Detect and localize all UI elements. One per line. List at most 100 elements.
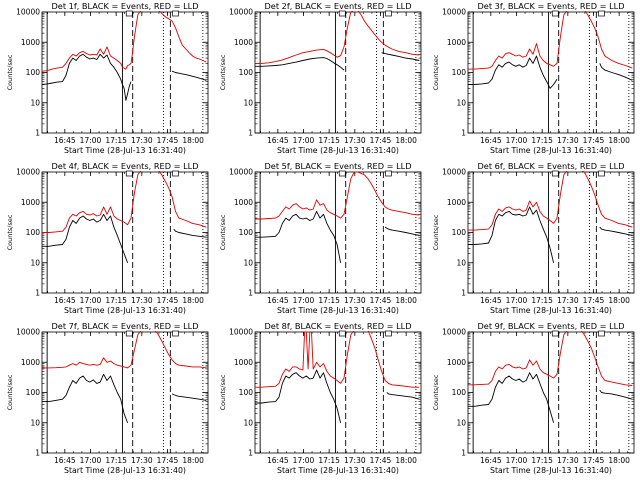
y-tick-label: 100	[26, 388, 41, 397]
y-tick-label: 10	[456, 98, 466, 107]
panel-plot: Det 5f, BLACK = Events, RED = LLD 1 10 100 1…	[219, 161, 422, 315]
y-axis-label: Counts/sec	[432, 214, 440, 250]
y-axis-label: Counts/sec	[432, 54, 440, 90]
plot-frame	[467, 11, 635, 134]
x-tick-label: 18:00	[395, 456, 417, 465]
events-series-line	[468, 55, 558, 89]
x-tick-label: 16:45	[54, 456, 76, 465]
y-tick-label: 1	[35, 129, 40, 138]
x-tick-label: 17:30	[131, 296, 153, 305]
x-axis-label: Start Time (28-Jul-13 16:31:40)	[64, 306, 186, 315]
event-marker	[551, 330, 559, 337]
x-tick-label: 18:00	[608, 296, 630, 305]
x-tick-label: 17:00	[506, 136, 528, 145]
y-tick-label: 10	[30, 418, 40, 427]
x-tick-label: 17:45	[583, 136, 605, 145]
events-series-line	[255, 369, 342, 423]
x-tick-label: 17:15	[531, 136, 553, 145]
x-tick-label: 17:00	[80, 296, 102, 305]
y-tick-label: 10000	[229, 8, 253, 17]
panel-title: Det 2f, BLACK = Events, RED = LLD	[264, 1, 411, 11]
x-tick-label: 18:00	[608, 456, 630, 465]
x-tick-label: 18:00	[182, 456, 204, 465]
x-tick-label: 17:30	[131, 456, 153, 465]
events-series-line	[384, 226, 420, 236]
detector-panel: Det 2f, BLACK = Events, RED = LLD 1 10 100 1…	[213, 0, 426, 160]
plot-area	[255, 331, 420, 453]
x-tick-label: 17:30	[557, 136, 579, 145]
x-tick-label: 17:30	[344, 456, 366, 465]
event-marker	[125, 10, 133, 17]
x-axis-label: Start Time (28-Jul-13 16:31:40)	[490, 146, 612, 155]
y-axis-label: Counts/sec	[219, 374, 227, 410]
x-tick-label: 17:45	[370, 136, 392, 145]
x-tick-label: 17:00	[80, 136, 102, 145]
events-series-line	[255, 210, 342, 263]
x-axis-label: Start Time (28-Jul-13 16:31:40)	[64, 466, 186, 475]
y-tick-label: 10000	[442, 168, 466, 177]
detector-panel: Det 4f, BLACK = Events, RED = LLD 1 10 100 1…	[0, 160, 213, 320]
x-tick-label: 16:45	[480, 456, 502, 465]
x-tick-label: 17:45	[157, 296, 179, 305]
y-tick-label: 10000	[16, 168, 40, 177]
y-axis-label: Counts/sec	[6, 374, 14, 410]
x-tick-label: 17:00	[506, 456, 528, 465]
x-axis-label: Start Time (28-Jul-13 16:31:40)	[490, 466, 612, 475]
y-tick-label: 10	[456, 418, 466, 427]
event-marker	[125, 170, 133, 177]
x-tick-label: 17:00	[506, 296, 528, 305]
x-tick-label: 18:00	[182, 136, 204, 145]
panel-title: Det 3f, BLACK = Events, RED = LLD	[477, 1, 624, 11]
y-tick-label: 10	[30, 258, 40, 267]
panel-title: Det 7f, BLACK = Events, RED = LLD	[51, 321, 198, 331]
events-series-line	[386, 392, 420, 400]
y-tick-label: 100	[452, 228, 467, 237]
x-tick-label: 17:15	[531, 456, 553, 465]
y-tick-label: 100	[239, 228, 254, 237]
panel-title: Det 1f, BLACK = Events, RED = LLD	[51, 1, 198, 11]
plot-area	[255, 171, 420, 293]
x-tick-label: 17:45	[157, 136, 179, 145]
x-tick-label: 17:15	[318, 456, 340, 465]
events-series-line	[599, 226, 633, 236]
x-tick-label: 17:45	[370, 456, 392, 465]
y-tick-label: 10	[456, 258, 466, 267]
y-tick-label: 1	[461, 449, 466, 458]
events-series-line	[42, 373, 129, 423]
events-series-line	[42, 213, 129, 263]
x-tick-label: 16:45	[267, 456, 289, 465]
x-tick-label: 16:45	[267, 136, 289, 145]
plot-area	[255, 11, 420, 133]
detector-panel: Det 6f, BLACK = Events, RED = LLD 1 10 100 1…	[426, 160, 639, 320]
events-series-line	[599, 389, 633, 400]
x-tick-label: 18:00	[395, 296, 417, 305]
x-tick-label: 16:45	[54, 296, 76, 305]
x-tick-label: 16:45	[54, 136, 76, 145]
y-tick-label: 1	[248, 449, 253, 458]
plot-area	[468, 171, 633, 293]
x-tick-label: 17:45	[583, 456, 605, 465]
plot-area	[468, 11, 633, 133]
x-tick-label: 17:45	[370, 296, 392, 305]
panel-title: Det 9f, BLACK = Events, RED = LLD	[477, 321, 624, 331]
panel-title: Det 6f, BLACK = Events, RED = LLD	[477, 161, 624, 171]
y-axis-label: Counts/sec	[219, 214, 227, 250]
y-tick-label: 10	[243, 258, 253, 267]
y-tick-label: 100	[239, 388, 254, 397]
x-tick-label: 17:15	[318, 296, 340, 305]
y-tick-label: 1000	[21, 198, 40, 207]
events-series-line	[171, 70, 207, 81]
event-marker	[385, 10, 392, 17]
x-axis-label: Start Time (28-Jul-13 16:31:40)	[277, 306, 399, 315]
lld-series-line	[468, 331, 633, 386]
x-tick-label: 17:15	[318, 136, 340, 145]
event-marker	[338, 170, 346, 177]
event-marker	[598, 170, 605, 177]
y-tick-label: 100	[239, 68, 254, 77]
y-tick-label: 10	[243, 98, 253, 107]
y-tick-label: 1000	[447, 358, 466, 367]
y-tick-label: 1000	[447, 198, 466, 207]
events-series-line	[468, 372, 555, 423]
x-tick-label: 18:00	[395, 136, 417, 145]
y-tick-label: 10	[30, 98, 40, 107]
